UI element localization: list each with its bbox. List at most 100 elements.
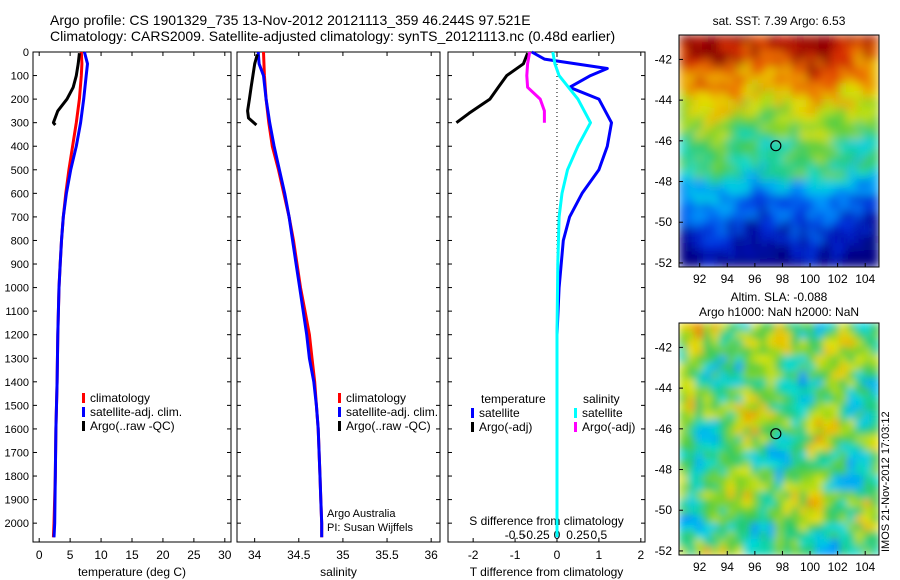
map-cell — [695, 91, 704, 100]
map-cell — [703, 51, 712, 60]
map-cell — [679, 507, 688, 516]
map-cell — [743, 251, 752, 260]
map-cell — [679, 107, 688, 116]
map-cell — [751, 35, 760, 44]
map-cell — [735, 491, 744, 500]
map-cell — [871, 355, 879, 364]
map-cell — [855, 403, 864, 412]
map-cell — [807, 523, 816, 532]
map-cell — [815, 411, 824, 420]
map-cell — [767, 347, 776, 356]
map-cell — [687, 163, 696, 172]
map-cell — [863, 411, 872, 420]
map-cell — [807, 91, 816, 100]
map-cell — [735, 163, 744, 172]
map-cell — [799, 363, 808, 372]
map-cell — [807, 123, 816, 132]
map-cell — [719, 139, 728, 148]
map-title: Altim. SLA: -0.088 — [731, 290, 828, 304]
map-cell — [823, 395, 832, 404]
x-tick-label: -1 — [510, 548, 521, 562]
map-cell — [799, 139, 808, 148]
map-cell — [719, 443, 728, 452]
map-cell — [775, 507, 784, 516]
x-tick-label: 1 — [596, 548, 603, 562]
map-cell — [855, 419, 864, 428]
map-cell — [687, 499, 696, 508]
map-cell — [807, 147, 816, 156]
map-cell — [767, 155, 776, 164]
map-cell — [847, 371, 856, 380]
map-cell — [727, 195, 736, 204]
map-cell — [855, 171, 864, 180]
map-cell — [767, 171, 776, 180]
map-cell — [687, 435, 696, 444]
map-cell — [871, 147, 879, 156]
map-cell — [727, 499, 736, 508]
map-cell — [727, 187, 736, 196]
map-cell — [695, 443, 704, 452]
map-cell — [743, 75, 752, 84]
map-cell — [799, 147, 808, 156]
map-cell — [791, 259, 800, 267]
map-cell — [783, 243, 792, 252]
map-cell — [775, 371, 784, 380]
map-cell — [815, 371, 824, 380]
map-cell — [759, 59, 768, 68]
map-cell — [687, 547, 696, 555]
legend-swatch — [82, 421, 85, 431]
map-cell — [791, 75, 800, 84]
map-cell — [767, 83, 776, 92]
map-cell — [719, 203, 728, 212]
map-cell — [727, 83, 736, 92]
map-cell — [775, 491, 784, 500]
map-cell — [695, 539, 704, 548]
map-cell — [831, 371, 840, 380]
x-tick-label: 15 — [125, 548, 139, 562]
map-cell — [727, 523, 736, 532]
map-cell — [719, 531, 728, 540]
map-cell — [855, 427, 864, 436]
map-cell — [719, 83, 728, 92]
map-cell — [719, 187, 728, 196]
map-cell — [751, 339, 760, 348]
map-cell — [823, 531, 832, 540]
map-cell — [839, 419, 848, 428]
map-cell — [679, 59, 688, 68]
map-cell — [831, 523, 840, 532]
map-cell — [823, 35, 832, 44]
map-cell — [871, 483, 879, 492]
map-cell — [839, 235, 848, 244]
map-cell — [847, 99, 856, 108]
map-cell — [823, 211, 832, 220]
map-cell — [687, 171, 696, 180]
map-cell — [719, 259, 728, 267]
map-cell — [847, 139, 856, 148]
map-cell — [863, 147, 872, 156]
map-cell — [783, 435, 792, 444]
map-cell — [775, 67, 784, 76]
credit-line: Argo Australia — [327, 508, 396, 520]
map-cell — [807, 547, 816, 555]
y-tick-label: -42 — [655, 52, 673, 66]
map-cell — [815, 139, 824, 148]
map-cell — [711, 243, 720, 252]
map-cell — [695, 355, 704, 364]
map-cell — [775, 363, 784, 372]
map-cell — [839, 363, 848, 372]
map-cell — [695, 363, 704, 372]
map-cell — [815, 203, 824, 212]
map-cell — [855, 491, 864, 500]
map-cell — [767, 75, 776, 84]
map-cell — [751, 427, 760, 436]
legend-label: satellite — [479, 406, 520, 420]
map-cell — [719, 323, 728, 332]
map-cell — [839, 355, 848, 364]
map-cell — [847, 251, 856, 260]
map-cell — [847, 59, 856, 68]
map-cell — [839, 403, 848, 412]
map-cell — [839, 347, 848, 356]
map-cell — [719, 211, 728, 220]
map-cell — [695, 403, 704, 412]
map-cell — [711, 331, 720, 340]
